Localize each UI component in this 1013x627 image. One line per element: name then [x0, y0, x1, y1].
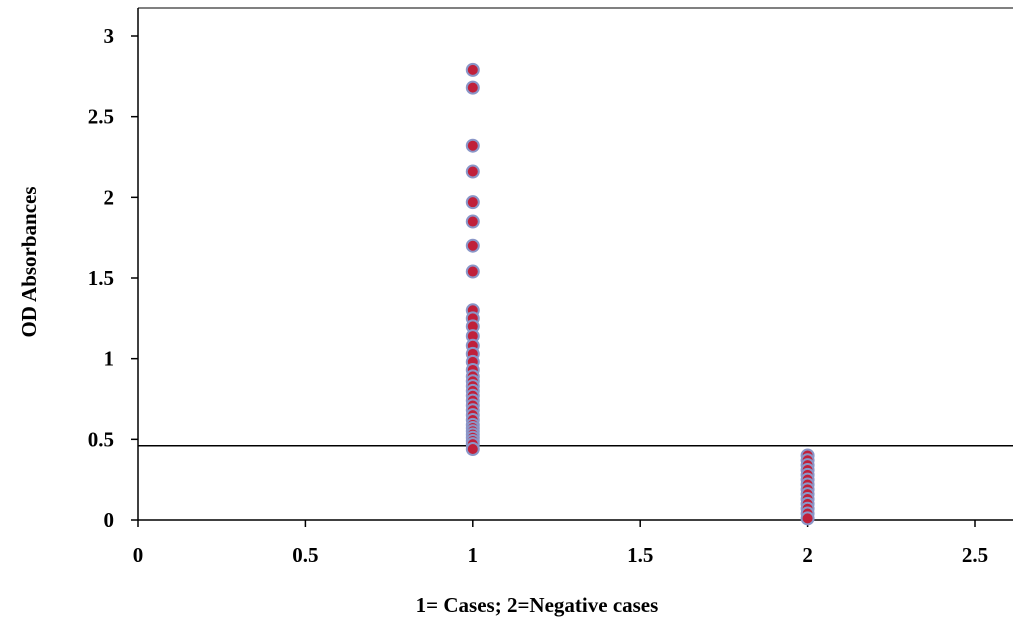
x-tick-label: 0 [133, 543, 144, 567]
y-tick-label: 1 [104, 347, 115, 371]
data-point [465, 62, 480, 77]
data-point [465, 195, 480, 210]
x-axis-title: 1= Cases; 2=Negative cases [416, 593, 659, 617]
x-tick-label: 2 [802, 543, 813, 567]
x-tick-label: 1.5 [627, 543, 653, 567]
y-tick-label: 0 [104, 508, 115, 532]
data-point [465, 138, 480, 153]
tick-labels: 0 0.5 1 1.5 2 2.5 0 0.5 1 1.5 2 2.5 3 [88, 24, 988, 567]
data-point [465, 442, 480, 457]
y-tick-label: 3 [104, 24, 115, 48]
tick-marks [131, 35, 976, 527]
data-point [465, 80, 480, 95]
data-point [465, 238, 480, 253]
axes [137, 7, 1013, 521]
y-tick-label: 1.5 [88, 266, 114, 290]
data-point [800, 511, 815, 526]
y-tick-label: 0.5 [88, 427, 114, 451]
x-tick-label: 2.5 [962, 543, 988, 567]
data-point [465, 214, 480, 229]
y-axis-title: OD Absorbances [17, 186, 41, 337]
y-tick-label: 2 [104, 185, 115, 209]
y-tick-label: 2.5 [88, 105, 114, 129]
data-points [465, 62, 815, 526]
x-tick-label: 1 [468, 543, 479, 567]
data-point [465, 164, 480, 179]
x-tick-label: 0.5 [292, 543, 318, 567]
data-point [465, 264, 480, 279]
